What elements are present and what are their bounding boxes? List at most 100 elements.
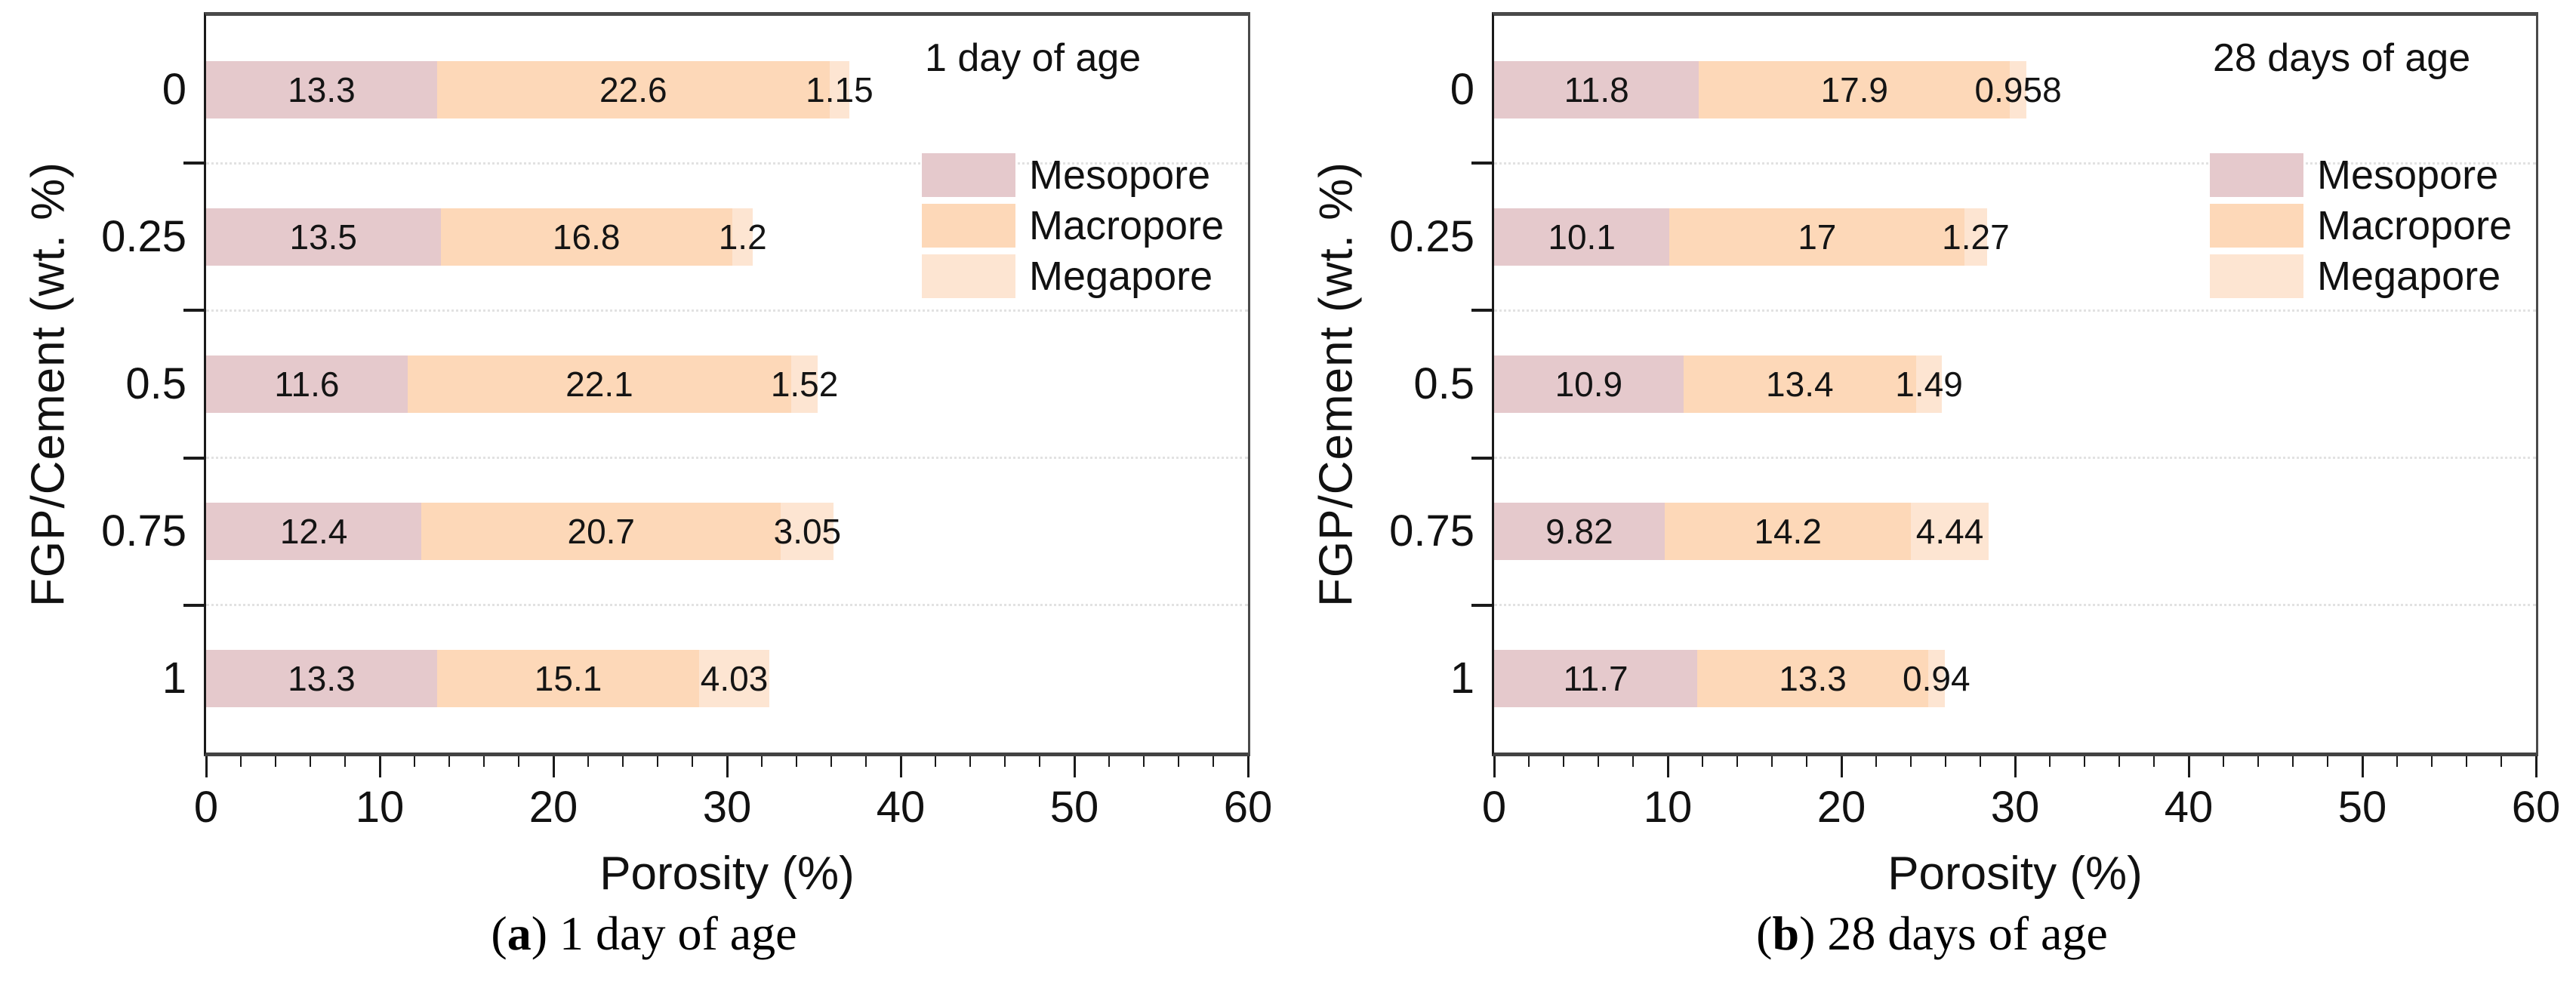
x-tick-minor xyxy=(518,756,519,767)
x-tick-major xyxy=(2187,756,2190,777)
legend-swatch-macropore xyxy=(2210,204,2303,248)
bar-segment-megapore xyxy=(791,355,818,413)
bar-value-label: 16.8 xyxy=(552,217,621,257)
bar-value-label: 1.49 xyxy=(1895,365,1963,404)
bar-value-label: 3.05 xyxy=(773,512,842,552)
x-tick-minor xyxy=(1980,756,1981,767)
legend-item-label: Megapore xyxy=(1029,254,1213,299)
x-tick-minor xyxy=(2327,756,2328,767)
y-category-label: 0.75 xyxy=(1389,506,1474,556)
x-tick-major xyxy=(899,756,902,777)
x-tick-minor xyxy=(2118,756,2120,767)
x-tick-label: 60 xyxy=(2511,783,2561,832)
x-tick-label: 0 xyxy=(193,783,219,832)
legend-title: 1 day of age xyxy=(925,36,1142,80)
y-tick xyxy=(183,456,204,460)
caption-open: ( xyxy=(491,906,507,960)
x-tick-minor xyxy=(2049,756,2051,767)
x-tick-minor xyxy=(1528,756,1530,767)
bar-segment-mesopore xyxy=(1494,60,1699,118)
y-tick xyxy=(183,309,204,312)
x-tick-minor xyxy=(2153,756,2155,767)
legend: 1 day of age Mesopore Macropore Megapore xyxy=(922,35,1224,305)
bar-value-label: 11.6 xyxy=(274,365,340,404)
x-tick-minor xyxy=(657,756,658,767)
y-category-label: 0.75 xyxy=(101,506,186,556)
x-tick-minor xyxy=(1598,756,1599,767)
bar-value-label: 10.1 xyxy=(1548,217,1616,257)
x-tick-minor xyxy=(1178,756,1179,767)
bar-segment-mesopore xyxy=(206,355,408,413)
x-tick-minor xyxy=(2501,756,2502,767)
bar-value-label: 13.3 xyxy=(1779,659,1847,699)
bar-value-label: 1.2 xyxy=(718,217,767,257)
gridline xyxy=(206,309,1248,312)
x-tick-minor xyxy=(1004,756,1006,767)
y-axis-title: FGP/Cement (wt. %) xyxy=(1310,162,1363,607)
gridline xyxy=(206,604,1248,607)
gridline xyxy=(1494,162,2536,165)
bar-value-label: 0.958 xyxy=(1974,69,2062,109)
bar-value-label: 13.3 xyxy=(288,69,356,109)
bar-segment-mesopore xyxy=(206,650,437,708)
legend-swatch-megapore xyxy=(922,254,1015,298)
x-tick-minor xyxy=(310,756,311,767)
legend-item-macropore: Macropore xyxy=(2210,204,2512,248)
x-tick-minor xyxy=(761,756,763,767)
bar-value-label: 1.15 xyxy=(806,69,874,109)
panel-caption: (a) 1 day of age xyxy=(491,906,797,962)
y-axis-title: FGP/Cement (wt. %) xyxy=(22,162,75,607)
x-tick-minor xyxy=(1632,756,1634,767)
legend-swatch-mesopore xyxy=(2210,153,2303,197)
bar-segment-macropore xyxy=(1683,355,1916,413)
caption-close: ) xyxy=(1799,906,1816,960)
y-tick xyxy=(1471,456,1492,460)
x-tick-minor xyxy=(1736,756,1738,767)
x-tick-label: 60 xyxy=(1223,783,1273,832)
x-tick-minor xyxy=(2257,756,2259,767)
bar-segment-mesopore xyxy=(1494,208,1670,266)
caption-text: 1 day of age xyxy=(547,906,797,960)
bar-value-label: 11.7 xyxy=(1563,659,1628,699)
x-tick-minor xyxy=(1875,756,1877,767)
x-tick-minor xyxy=(240,756,242,767)
x-tick-minor xyxy=(796,756,797,767)
y-category-label: 0.5 xyxy=(1413,359,1474,408)
legend-item-label: Macropore xyxy=(2317,203,2513,248)
gridline xyxy=(1494,604,2536,607)
gridline xyxy=(206,457,1248,460)
bar-value-label: 22.6 xyxy=(599,69,667,109)
plot-area: 28 days of age Mesopore Macropore Megapore… xyxy=(1389,12,2560,829)
x-tick-label: 20 xyxy=(1816,783,1866,832)
bar-segment-macropore xyxy=(436,60,830,118)
bar-segment-megapore xyxy=(2010,60,2027,118)
x-axis-title: Porosity (%) xyxy=(1887,848,2143,900)
x-tick-minor xyxy=(1039,756,1040,767)
y-category-label: 0.25 xyxy=(101,211,186,261)
x-tick-major xyxy=(1246,756,1249,777)
x-tick-minor xyxy=(865,756,867,767)
bar-segment-macropore xyxy=(1699,60,2011,118)
y-category-label: 0.25 xyxy=(1389,211,1474,261)
bar-segment-macropore xyxy=(1669,208,1965,266)
x-tick-major xyxy=(1840,756,1843,777)
bar-segment-megapore xyxy=(1964,208,1987,266)
caption-text: 28 days of age xyxy=(1815,906,2108,960)
bar-value-label: 12.4 xyxy=(279,512,348,552)
x-tick-major xyxy=(2014,756,2017,777)
x-tick-major xyxy=(1666,756,1669,777)
legend-item-label: Mesopore xyxy=(2317,152,2499,198)
bar-value-label: 13.5 xyxy=(289,217,358,257)
x-tick-label: 10 xyxy=(355,783,405,832)
legend-item-label: Megapore xyxy=(2317,254,2501,299)
x-tick-minor xyxy=(2084,756,2085,767)
x-tick-label: 40 xyxy=(2164,783,2214,832)
bar-value-label: 17.9 xyxy=(1820,69,1889,109)
x-tick-minor xyxy=(1806,756,1807,767)
legend-swatch-macropore xyxy=(922,204,1015,248)
x-tick-minor xyxy=(622,756,624,767)
bar-value-label: 20.7 xyxy=(567,512,636,552)
x-tick-label: 20 xyxy=(528,783,578,832)
gridline xyxy=(1494,457,2536,460)
x-tick-minor xyxy=(692,756,693,767)
